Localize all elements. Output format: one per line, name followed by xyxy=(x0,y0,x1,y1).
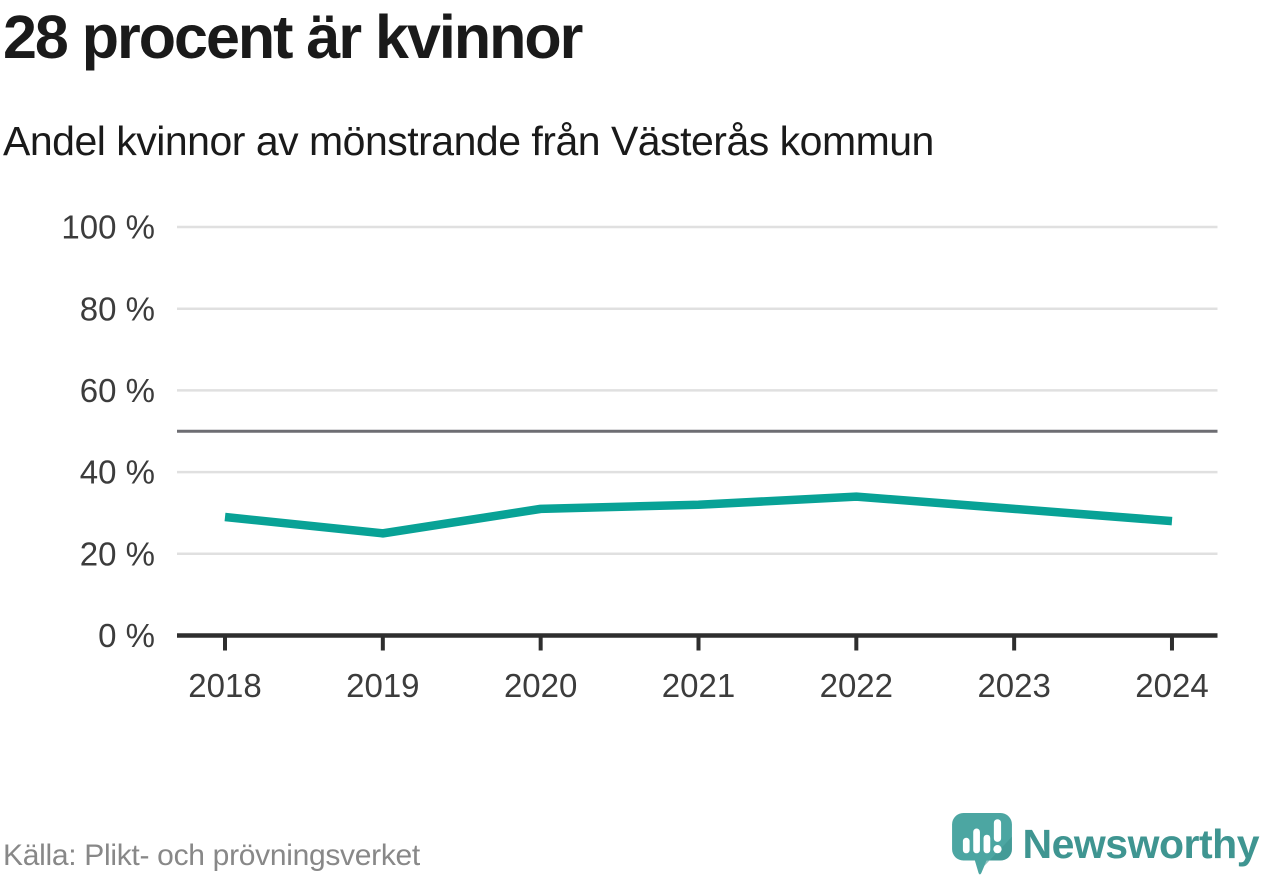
y-tick-label: 20 % xyxy=(80,535,155,572)
line-chart-canvas: 0 % 20 % 40 % 60 % 80 % 100 % 2018 2019 2020 2021… xyxy=(61,209,1218,704)
logo-bar-3 xyxy=(983,834,990,854)
chart-subtitle: Andel kvinnor av mönstrande från Västerå… xyxy=(3,118,934,164)
y-tick-label: 60 % xyxy=(80,372,155,409)
x-tick-label: 2023 xyxy=(977,667,1050,704)
y-tick-label: 100 % xyxy=(61,209,155,246)
logo-exclamation-dot xyxy=(992,845,1002,854)
x-tick-label: 2020 xyxy=(504,667,577,704)
x-tick-label: 2022 xyxy=(820,667,893,704)
brand-name: Newsworthy xyxy=(1022,820,1260,867)
logo-bar-2 xyxy=(972,828,980,854)
x-tick-label: 2021 xyxy=(662,667,735,704)
y-tick-label: 0 % xyxy=(98,617,155,654)
x-tick-label: 2024 xyxy=(1135,667,1208,704)
newsworthy-logo-icon xyxy=(951,813,1012,875)
data-line-share-of-women xyxy=(224,492,1173,538)
logo-exclamation-bar xyxy=(993,819,1001,842)
source-note: Källa: Plikt- och prövningsverket xyxy=(3,839,420,872)
y-tick-label: 80 % xyxy=(80,290,155,327)
x-tick-label: 2018 xyxy=(188,667,261,704)
x-tick-label: 2019 xyxy=(346,667,419,704)
logo-bar-1 xyxy=(962,837,970,854)
logo-shade xyxy=(983,836,1012,866)
brand-lockup: Newsworthy xyxy=(951,812,1260,876)
logo-speech-bubble xyxy=(951,813,1012,875)
y-tick-label: 40 % xyxy=(80,454,155,491)
chart-title: 28 procent är kvinnor xyxy=(3,3,583,71)
